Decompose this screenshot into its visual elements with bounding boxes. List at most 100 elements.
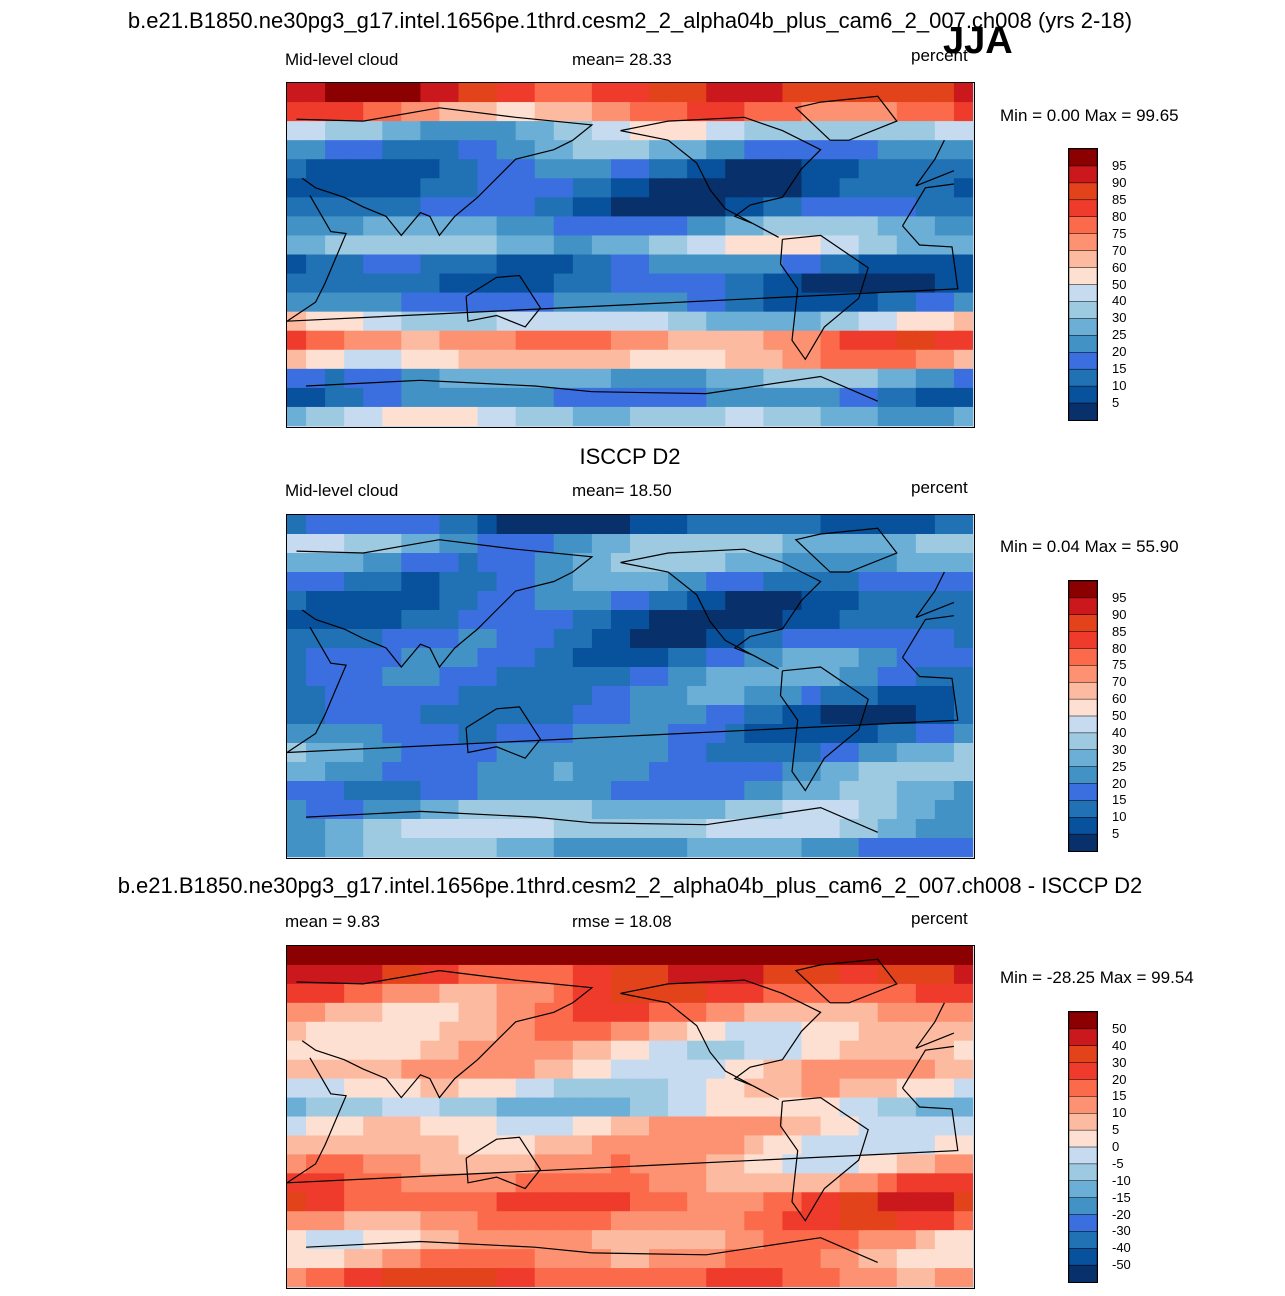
colorbar-swatch [1069, 352, 1097, 370]
field-cell [630, 1192, 650, 1212]
field-cell [744, 292, 764, 313]
field-cell [763, 819, 784, 839]
field-cell [382, 1021, 402, 1042]
colorbar-swatch [1069, 1012, 1097, 1030]
field-cell [306, 387, 326, 408]
field-cell [572, 349, 593, 370]
field-cell [382, 1040, 402, 1061]
field-cell [687, 292, 707, 313]
field-cell [363, 1211, 383, 1231]
field-cell [325, 197, 345, 217]
field-cell [668, 1116, 688, 1137]
colorbar-swatch [1069, 1197, 1097, 1216]
field-cell [591, 406, 612, 426]
field-cell [572, 743, 593, 763]
field-cell [439, 330, 460, 351]
field-cell [915, 1135, 936, 1155]
field-cell [687, 534, 707, 554]
coastline [296, 107, 594, 237]
field-cell [706, 292, 726, 313]
field-cell [687, 1059, 707, 1080]
field-cell [706, 838, 726, 857]
field-cell [515, 159, 536, 179]
field-cell [630, 629, 650, 649]
field-cell [515, 946, 536, 966]
field-cell [858, 197, 879, 217]
field-cell [572, 292, 593, 313]
field-cell [553, 292, 574, 313]
field-cell [630, 387, 650, 408]
field-cell [687, 349, 707, 370]
field-cell [458, 387, 479, 408]
field-cell [820, 1192, 841, 1212]
field-cell [668, 254, 688, 275]
field-cell [572, 102, 593, 122]
field-cell [744, 387, 764, 408]
coastline [620, 116, 822, 238]
field-cell [610, 406, 631, 426]
field-cell [858, 1078, 879, 1099]
field-cell [896, 1249, 917, 1269]
field-cell [706, 983, 726, 1004]
field-cell [953, 743, 973, 763]
field-cell [610, 800, 631, 820]
field-cell [572, 1249, 593, 1269]
field-cell [439, 648, 460, 668]
field-cell [839, 1116, 860, 1137]
field-cell [839, 121, 860, 141]
field-cell [439, 121, 460, 141]
field-cell [763, 686, 784, 706]
field-cell [610, 591, 631, 611]
field-cell [591, 1002, 612, 1023]
field-cell [610, 964, 631, 985]
field-cell [401, 667, 421, 687]
field-cell [896, 964, 917, 985]
field-cell [534, 254, 555, 275]
field-cell [744, 964, 764, 985]
field-cell [496, 572, 517, 592]
field-cell [915, 781, 936, 801]
field-cell [915, 946, 936, 966]
field-cell [382, 964, 402, 985]
field-cell [553, 819, 574, 839]
field-cell [706, 705, 726, 725]
field-cell [858, 1154, 879, 1174]
field-cell [763, 629, 784, 649]
field-cell [401, 781, 421, 801]
field-cell [896, 1230, 917, 1250]
field-cell [630, 610, 650, 630]
field-cell [649, 102, 669, 122]
field-cell [591, 724, 612, 744]
field-cell [306, 1002, 326, 1023]
field-cell [934, 1211, 955, 1231]
field-cell [649, 121, 669, 141]
field-cell [668, 311, 688, 332]
field-cell [915, 1192, 936, 1212]
field-cell [496, 197, 517, 217]
field-cell [363, 235, 383, 256]
field-cell [630, 667, 650, 687]
field-cell [534, 983, 555, 1004]
field-cell [591, 610, 612, 630]
field-cell [420, 387, 441, 408]
field-cell [896, 197, 917, 217]
field-cell [420, 572, 441, 592]
field-cell [649, 387, 669, 408]
field-cell [382, 1059, 402, 1080]
field-cell [553, 705, 574, 725]
field-cell [953, 311, 973, 332]
field-cell [306, 1249, 326, 1269]
field-cell [553, 838, 574, 857]
field-cell [877, 800, 898, 820]
field-cell [515, 1021, 536, 1042]
field-cell [782, 534, 803, 554]
field-cell [820, 724, 841, 744]
field-cell [420, 610, 441, 630]
field-cell [553, 273, 574, 294]
field-cell [668, 667, 688, 687]
colorbar-tick-label: 0 [1112, 1139, 1120, 1154]
field-cell [496, 292, 517, 313]
field-cell [382, 121, 402, 141]
field-cell [763, 330, 784, 351]
field-cell [801, 1192, 822, 1212]
